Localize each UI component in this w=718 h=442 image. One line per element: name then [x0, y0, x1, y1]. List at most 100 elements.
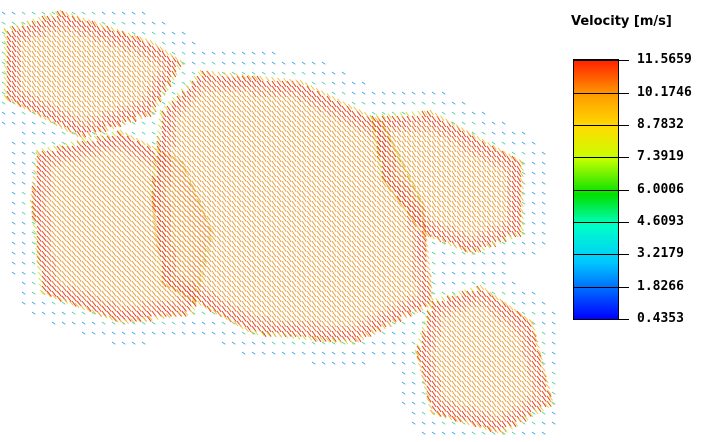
velocity-arrow: [33, 164, 39, 170]
velocity-arrow: [276, 225, 282, 233]
velocity-arrow: [121, 80, 127, 88]
velocity-arrow: [381, 115, 387, 123]
velocity-arrow: [346, 105, 352, 113]
velocity-arrow: [91, 321, 96, 325]
velocity-arrow: [326, 93, 331, 99]
velocity-arrow: [311, 351, 316, 355]
velocity-arrow: [276, 230, 282, 237]
velocity-arrow: [146, 110, 152, 118]
velocity-arrow: [151, 195, 157, 202]
velocity-arrow: [386, 205, 392, 213]
velocity-arrow: [186, 225, 192, 233]
velocity-arrow: [421, 275, 427, 282]
velocity-arrow: [401, 260, 407, 268]
velocity-arrow: [286, 80, 292, 87]
velocity-arrow: [351, 325, 357, 332]
velocity-arrow: [121, 275, 127, 282]
velocity-arrow: [101, 275, 107, 282]
velocity-arrow: [251, 220, 257, 228]
velocity-arrow: [196, 265, 202, 273]
velocity-arrow: [341, 300, 347, 308]
velocity-arrow: [201, 250, 207, 258]
velocity-arrow: [366, 250, 372, 257]
velocity-arrow: [176, 260, 182, 267]
velocity-arrow: [521, 291, 526, 295]
velocity-arrow: [231, 150, 237, 158]
velocity-arrow: [321, 250, 327, 258]
velocity-arrow: [236, 305, 242, 313]
velocity-arrow: [301, 135, 307, 142]
velocity-arrow: [261, 120, 267, 128]
velocity-arrow: [251, 265, 257, 272]
velocity-arrow: [235, 73, 240, 79]
velocity-arrow: [176, 235, 182, 243]
velocity-arrow: [401, 130, 407, 138]
velocity-arrow: [286, 245, 292, 253]
velocity-arrow: [301, 170, 307, 178]
velocity-arrow: [66, 250, 72, 257]
velocity-arrow: [171, 160, 177, 168]
velocity-arrow: [266, 195, 272, 203]
velocity-arrow: [40, 290, 46, 296]
velocity-arrow: [261, 225, 267, 232]
velocity-arrow: [216, 205, 222, 213]
velocity-arrow: [56, 90, 62, 98]
velocity-arrow: [211, 130, 217, 138]
velocity-arrow: [241, 100, 247, 108]
velocity-arrow: [221, 215, 227, 222]
velocity-arrow: [336, 110, 342, 117]
velocity-arrow: [116, 275, 122, 282]
velocity-arrow: [136, 145, 142, 152]
velocity-arrow: [86, 30, 92, 38]
velocity-arrow: [401, 305, 407, 312]
velocity-arrow: [81, 245, 87, 252]
velocity-arrow: [61, 150, 67, 157]
velocity-arrow: [66, 215, 72, 222]
velocity-arrow: [281, 180, 287, 188]
velocity-arrow: [181, 165, 187, 172]
velocity-arrow: [421, 115, 427, 123]
velocity-arrow: [6, 95, 12, 103]
velocity-arrow: [76, 15, 81, 21]
velocity-arrow: [236, 285, 242, 293]
velocity-arrow: [56, 80, 62, 88]
velocity-arrow: [202, 258, 208, 264]
velocity-arrow: [391, 260, 397, 268]
velocity-arrow: [116, 265, 122, 272]
velocity-arrow: [46, 65, 52, 73]
velocity-arrow: [76, 195, 82, 202]
velocity-arrow: [221, 90, 227, 98]
velocity-arrow: [271, 76, 276, 83]
velocity-arrow: [96, 120, 102, 128]
velocity-arrow: [366, 205, 372, 213]
velocity-arrow: [421, 431, 426, 435]
velocity-arrow: [364, 111, 369, 118]
velocity-arrow: [241, 61, 246, 65]
velocity-arrow: [181, 321, 186, 325]
velocity-arrow: [106, 290, 112, 297]
velocity-arrow: [81, 180, 87, 187]
velocity-arrow: [51, 55, 57, 63]
velocity-arrow: [121, 105, 127, 113]
velocity-arrow: [161, 195, 167, 202]
velocity-arrow: [96, 305, 102, 312]
velocity-arrow: [336, 255, 342, 263]
velocity-arrow: [231, 195, 237, 202]
velocity-arrow: [311, 325, 317, 332]
velocity-arrow: [246, 100, 252, 107]
velocity-arrow: [421, 235, 427, 242]
velocity-arrow: [86, 45, 92, 53]
velocity-arrow: [212, 309, 218, 315]
velocity-arrow: [231, 250, 237, 258]
velocity-arrow: [46, 105, 52, 113]
velocity-arrow: [391, 270, 397, 278]
velocity-arrow: [126, 40, 132, 48]
velocity-arrow: [386, 255, 392, 263]
velocity-arrow: [351, 275, 357, 282]
velocity-arrow: [185, 84, 190, 90]
velocity-arrow: [296, 210, 302, 217]
velocity-arrow: [271, 195, 277, 202]
velocity-arrow: [341, 205, 347, 212]
velocity-arrow: [236, 170, 242, 177]
velocity-arrow: [196, 275, 202, 283]
